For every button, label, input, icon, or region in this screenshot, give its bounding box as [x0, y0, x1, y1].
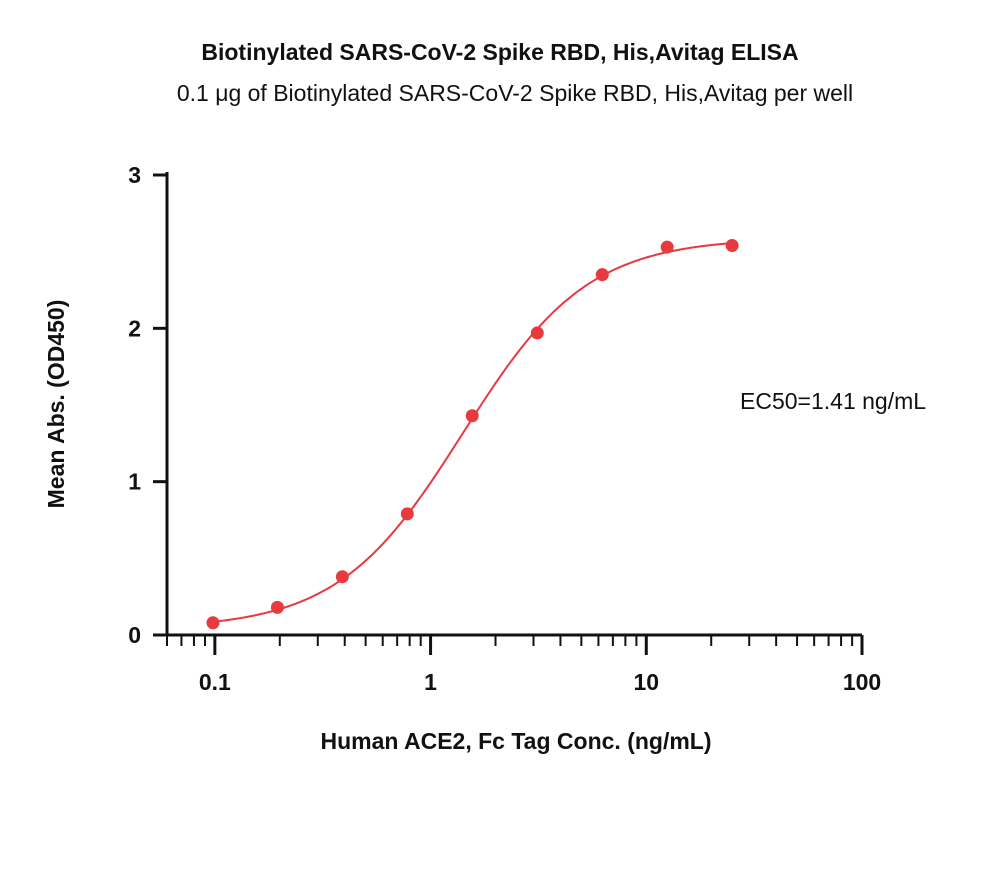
data-point: [595, 268, 609, 282]
data-point: [465, 409, 479, 423]
data-point: [660, 240, 674, 254]
y-axis-title: Mean Abs. (OD450): [43, 300, 69, 509]
x-tick-label: 1: [424, 669, 437, 695]
data-point: [206, 616, 220, 630]
x-tick-label: 10: [633, 669, 659, 695]
data-points: [206, 239, 739, 630]
x-axis-title: Human ACE2, Fc Tag Conc. (ng/mL): [320, 728, 711, 754]
data-point: [270, 600, 284, 614]
ec50-annotation: EC50=1.41 ng/mL: [740, 388, 926, 414]
chart-title: Biotinylated SARS-CoV-2 Spike RBD, His,A…: [201, 39, 798, 65]
x-tick-label: 100: [843, 669, 881, 695]
y-tick-label: 1: [128, 469, 141, 495]
chart-subtitle: 0.1 μg of Biotinylated SARS-CoV-2 Spike …: [177, 80, 853, 106]
x-ticks: 0.1 1 10 100: [166, 635, 881, 695]
data-point: [335, 570, 349, 584]
y-tick-label: 2: [128, 315, 141, 341]
fit-curve: [214, 242, 733, 623]
y-ticks: 0 1 2 3: [128, 162, 167, 648]
x-tick-label: 0.1: [199, 669, 231, 695]
y-tick-label: 3: [128, 162, 141, 188]
data-point: [530, 326, 544, 340]
data-point: [725, 239, 739, 253]
y-tick-label: 0: [128, 622, 141, 648]
data-point: [400, 507, 414, 521]
